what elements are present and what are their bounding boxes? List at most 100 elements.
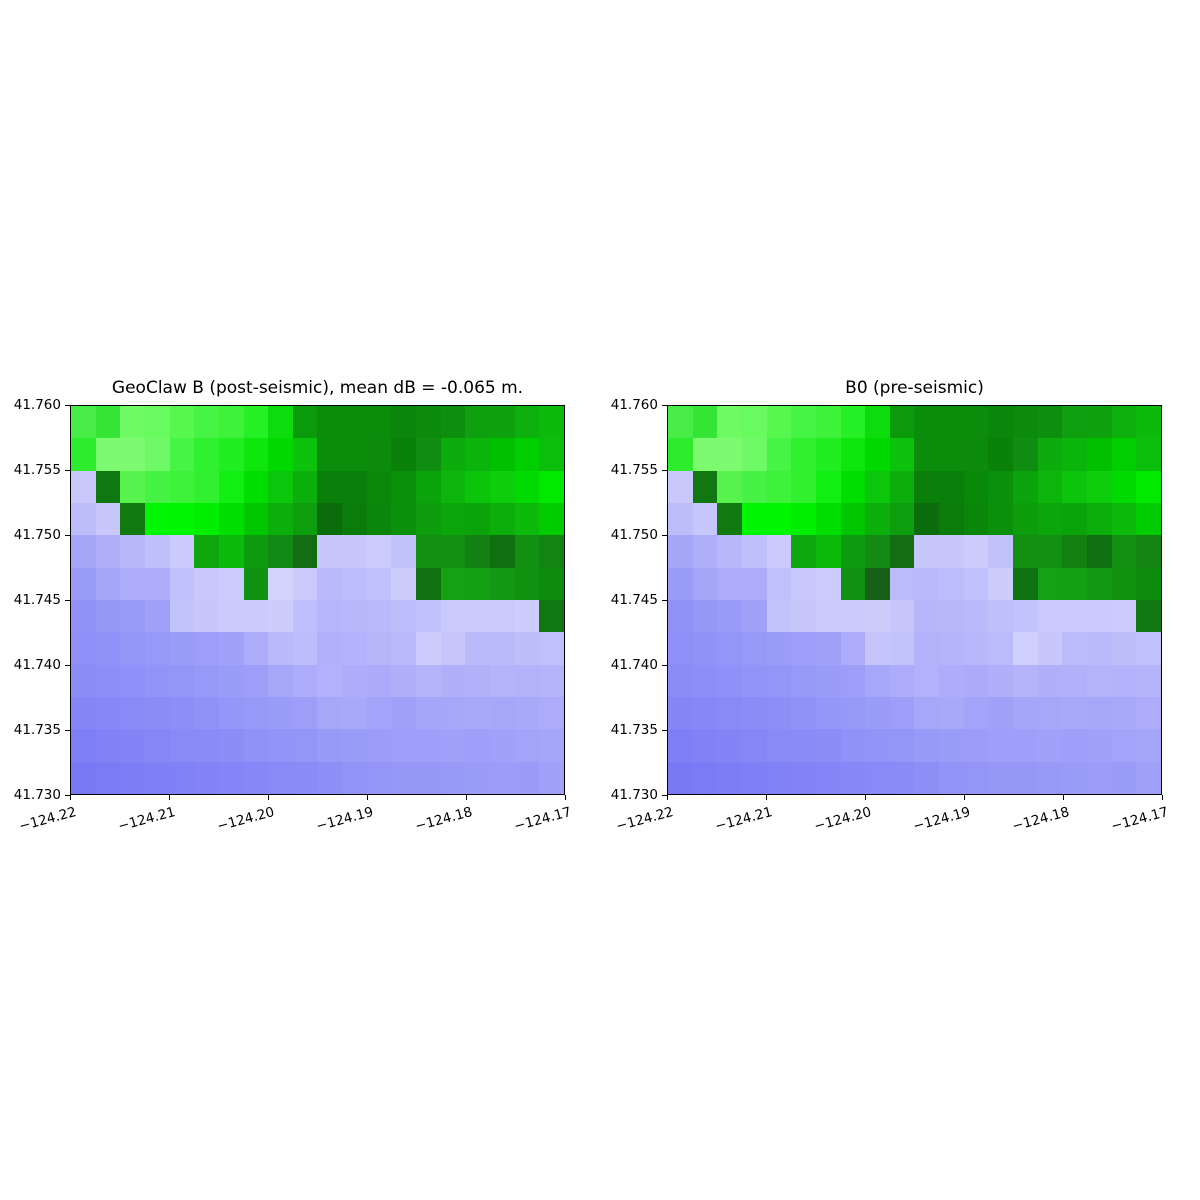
heatmap-cell bbox=[840, 696, 866, 730]
heatmap-cell bbox=[1087, 406, 1112, 439]
heatmap-cell bbox=[692, 535, 718, 568]
heatmap-cell bbox=[514, 761, 540, 794]
heatmap-cell bbox=[243, 761, 269, 794]
heatmap-cell bbox=[889, 502, 915, 536]
heatmap-cell bbox=[717, 470, 742, 503]
heatmap-cell bbox=[218, 502, 244, 536]
heatmap-cell bbox=[692, 406, 718, 439]
heatmap-cell bbox=[766, 761, 792, 794]
y-tick-mark bbox=[662, 664, 667, 666]
y-tick-mark bbox=[65, 469, 70, 471]
heatmap-cell bbox=[791, 632, 816, 665]
y-tick-label: 41.730 bbox=[13, 786, 61, 803]
heatmap-cell bbox=[243, 729, 269, 762]
heatmap-cell bbox=[391, 406, 417, 439]
heatmap-cell bbox=[218, 599, 244, 633]
heatmap-cell bbox=[144, 632, 170, 665]
heatmap-cell bbox=[391, 696, 417, 730]
heatmap-cell bbox=[416, 696, 441, 730]
heatmap-cell bbox=[539, 729, 564, 762]
heatmap-cell bbox=[840, 406, 866, 439]
heatmap-cell bbox=[865, 406, 890, 439]
heatmap-cell bbox=[440, 438, 466, 471]
axes-frame bbox=[667, 405, 1162, 795]
heatmap-cell bbox=[194, 502, 219, 536]
heatmap-cell bbox=[1013, 502, 1038, 536]
heatmap-cell bbox=[815, 632, 841, 665]
heatmap-cell bbox=[914, 502, 940, 536]
heatmap-cell bbox=[840, 632, 866, 665]
heatmap-cell bbox=[840, 502, 866, 536]
heatmap-cell bbox=[366, 470, 392, 503]
heatmap-cell bbox=[465, 632, 491, 665]
heatmap-cell bbox=[668, 502, 693, 536]
heatmap-cell bbox=[1111, 664, 1137, 697]
heatmap-cell bbox=[692, 502, 718, 536]
heatmap-cell bbox=[440, 406, 466, 439]
heatmap-cell bbox=[342, 664, 367, 697]
heatmap-cell bbox=[1136, 761, 1161, 794]
heatmap-cell bbox=[1111, 567, 1137, 600]
heatmap-cell bbox=[1062, 470, 1088, 503]
heatmap-cell bbox=[914, 406, 940, 439]
x-tick-mark bbox=[69, 795, 71, 800]
heatmap-cell bbox=[514, 664, 540, 697]
heatmap-cell bbox=[169, 729, 195, 762]
heatmap-cell bbox=[539, 438, 564, 471]
heatmap-cell bbox=[490, 502, 515, 536]
heatmap-cell bbox=[144, 438, 170, 471]
heatmap-cell bbox=[692, 761, 718, 794]
heatmap-cell bbox=[717, 664, 742, 697]
heatmap-cell bbox=[366, 406, 392, 439]
heatmap-cell bbox=[416, 664, 441, 697]
heatmap-cell bbox=[268, 567, 293, 600]
heatmap-cell bbox=[865, 632, 890, 665]
heatmap-cell bbox=[539, 470, 564, 503]
heatmap-cell bbox=[440, 470, 466, 503]
heatmap-cell bbox=[243, 502, 269, 536]
heatmap-cell bbox=[963, 502, 989, 536]
heatmap-cell bbox=[268, 502, 293, 536]
heatmap-cell bbox=[342, 696, 367, 730]
heatmap-cell bbox=[342, 406, 367, 439]
heatmap-cell bbox=[1087, 502, 1112, 536]
heatmap-cell bbox=[1087, 664, 1112, 697]
heatmap-cell bbox=[1013, 406, 1038, 439]
heatmap-cell bbox=[1062, 664, 1088, 697]
heatmap-cell bbox=[692, 664, 718, 697]
heatmap-cell bbox=[791, 567, 816, 600]
heatmap-cell bbox=[865, 438, 890, 471]
heatmap-cell bbox=[268, 632, 293, 665]
y-tick-label: 41.760 bbox=[610, 396, 658, 413]
heatmap-cell bbox=[939, 406, 964, 439]
heatmap-cell bbox=[391, 729, 417, 762]
heatmap-cell bbox=[840, 470, 866, 503]
heatmap-cell bbox=[791, 406, 816, 439]
heatmap-cell bbox=[1087, 470, 1112, 503]
heatmap-cell bbox=[317, 599, 343, 633]
heatmap-cell bbox=[939, 535, 964, 568]
heatmap-cell bbox=[741, 761, 767, 794]
heatmap-cell bbox=[218, 438, 244, 471]
heatmap-cell bbox=[120, 567, 145, 600]
heatmap-cell bbox=[1111, 599, 1137, 633]
heatmap-cell bbox=[268, 664, 293, 697]
heatmap-cell bbox=[71, 599, 96, 633]
heatmap-cell bbox=[692, 438, 718, 471]
heatmap-cell bbox=[416, 470, 441, 503]
heatmap-cell bbox=[366, 535, 392, 568]
heatmap-cell bbox=[391, 470, 417, 503]
heatmap-cell bbox=[815, 535, 841, 568]
heatmap-cell bbox=[692, 729, 718, 762]
heatmap-cell bbox=[317, 438, 343, 471]
heatmap-cell bbox=[914, 470, 940, 503]
heatmap-cell bbox=[1037, 502, 1063, 536]
heatmap-cell bbox=[218, 632, 244, 665]
heatmap-cell bbox=[1111, 632, 1137, 665]
heatmap-cell bbox=[914, 761, 940, 794]
heatmap-cell bbox=[71, 470, 96, 503]
heatmap-cell bbox=[914, 632, 940, 665]
heatmap-cell bbox=[465, 502, 491, 536]
heatmap-cell bbox=[865, 470, 890, 503]
heatmap-cell bbox=[218, 567, 244, 600]
